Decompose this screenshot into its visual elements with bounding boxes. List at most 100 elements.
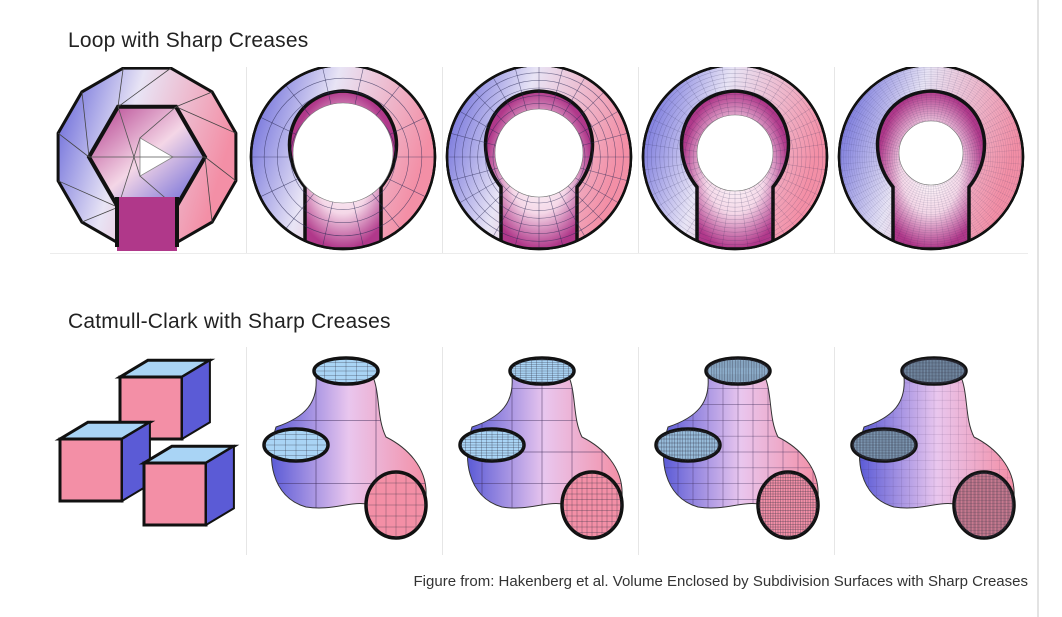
mesh-ring xyxy=(864,90,998,224)
mesh-ring xyxy=(871,97,991,217)
loop-level-2-shape xyxy=(445,67,633,251)
front-cap-grid xyxy=(366,472,426,538)
mesh-ring xyxy=(688,110,782,204)
loop-mesh-1 xyxy=(249,67,437,251)
loop-level-1-panel xyxy=(246,67,441,253)
mesh-edge xyxy=(117,67,172,108)
loop-divider-1 xyxy=(246,67,247,253)
mesh-ring xyxy=(894,120,968,194)
top-cap-grid xyxy=(314,358,378,384)
catmull-level-3-shape xyxy=(654,356,820,540)
catmull-level-2-panel xyxy=(442,347,637,555)
right-cube-front xyxy=(142,461,208,527)
mesh-ring xyxy=(647,69,823,245)
mesh-ring xyxy=(854,80,1008,234)
mesh-edge xyxy=(204,156,213,223)
catmull-mesh-0 xyxy=(54,358,240,527)
top-cube-side xyxy=(181,358,211,441)
catmull-divider-2 xyxy=(442,347,443,555)
mesh-ring xyxy=(663,85,807,229)
loop-divider-3 xyxy=(638,67,639,253)
top-cap-grid xyxy=(902,358,966,384)
loop-level-4-shape xyxy=(837,67,1025,251)
front-cap-grid xyxy=(562,472,622,538)
bottom-crease-face xyxy=(117,197,177,251)
mesh-edge xyxy=(57,180,119,208)
center-hole xyxy=(494,108,584,198)
loop-level-0-panel xyxy=(50,67,245,253)
mesh-ring xyxy=(676,98,794,216)
mesh-ring xyxy=(850,76,1012,238)
mesh-ring xyxy=(884,110,978,204)
center-hole xyxy=(292,102,394,204)
mesh-ring xyxy=(866,92,996,222)
figure-caption: Figure from: Hakenberg et al. Volume Enc… xyxy=(413,573,1028,590)
catmull-mesh-3 xyxy=(654,356,820,540)
catmull-section-title: Catmull-Clark with Sharp Creases xyxy=(68,310,391,333)
loop-mesh-0 xyxy=(56,67,238,251)
mesh-ring xyxy=(861,87,1001,227)
mesh-ring xyxy=(659,81,811,233)
catmull-mesh-2 xyxy=(458,356,624,540)
mesh-lines xyxy=(643,67,827,249)
mesh-ring xyxy=(875,101,987,213)
mesh-ring xyxy=(889,115,973,199)
loop-level-1-shape xyxy=(249,67,437,251)
mesh-ring xyxy=(684,106,786,208)
catmull-level-1-panel xyxy=(246,347,441,555)
mesh-ring xyxy=(655,77,815,237)
loop-level-3-panel xyxy=(638,67,833,253)
catmull-divider-1 xyxy=(246,347,247,555)
loop-mesh-4 xyxy=(837,67,1025,251)
mesh-edge xyxy=(139,106,177,139)
catmull-mesh-4 xyxy=(850,356,1016,540)
mesh-ring xyxy=(848,74,1014,240)
loop-section-title: Loop with Sharp Creases xyxy=(68,29,309,52)
mesh-edge xyxy=(204,156,237,182)
loop-divider-4 xyxy=(834,67,835,253)
loop-subdivision-row xyxy=(50,67,1028,254)
mesh-ring xyxy=(857,83,1005,231)
catmull-mesh-1 xyxy=(262,356,428,540)
catmull-level-0-panel xyxy=(50,347,245,555)
mesh-ring xyxy=(672,94,798,220)
center-hole xyxy=(898,120,964,186)
mesh-edge xyxy=(81,91,90,158)
catmull-level-3-panel xyxy=(638,347,833,555)
loop-level-4-panel xyxy=(834,67,1029,253)
mesh-ring xyxy=(882,108,980,206)
catmull-divider-4 xyxy=(834,347,835,555)
mesh-ring xyxy=(873,99,989,215)
catmull-level-1-shape xyxy=(262,356,428,540)
loop-level-3-shape xyxy=(641,67,829,251)
loop-level-2-panel xyxy=(442,67,637,253)
mesh-edge xyxy=(117,106,141,177)
mesh-ring xyxy=(845,71,1017,243)
loop-mesh-3 xyxy=(641,67,829,251)
catmull-divider-3 xyxy=(638,347,639,555)
mesh-ring xyxy=(651,73,819,241)
mesh-ring xyxy=(852,78,1010,236)
mesh-edge xyxy=(175,91,213,108)
catmull-level-4-panel xyxy=(834,347,1029,555)
outer-rim xyxy=(445,67,633,251)
mesh-edge xyxy=(57,132,90,158)
mesh-edge xyxy=(175,106,237,134)
mesh-ring xyxy=(868,94,994,220)
catmull-subdivision-row xyxy=(50,347,1028,555)
mesh-ring xyxy=(891,117,971,197)
mesh-edge xyxy=(81,206,119,223)
mesh-edge xyxy=(117,137,141,208)
mesh-ring xyxy=(667,89,803,225)
page-right-rule xyxy=(1037,0,1039,617)
mesh-ring xyxy=(680,102,790,212)
outer-rim xyxy=(249,67,437,251)
loop-divider-2 xyxy=(442,67,443,253)
catmull-level-4-shape xyxy=(850,356,1016,540)
front-cap-grid xyxy=(954,472,1014,538)
right-cube-side xyxy=(205,444,235,527)
mesh-ring xyxy=(841,67,1021,247)
mesh-ring xyxy=(843,69,1019,245)
outer-rim xyxy=(641,67,829,251)
mesh-ring xyxy=(859,85,1003,229)
